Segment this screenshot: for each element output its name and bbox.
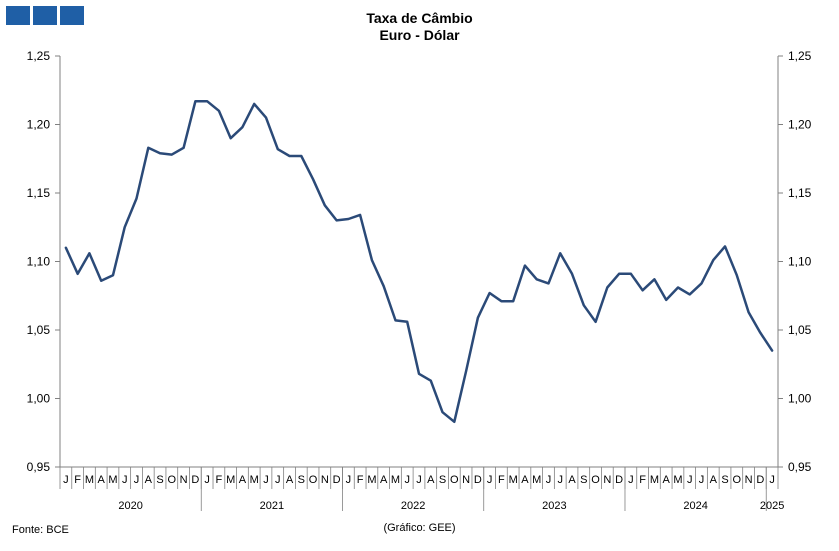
month-label: N — [603, 474, 611, 486]
y-tick-label-right: 1,10 — [788, 255, 812, 269]
month-label: J — [687, 474, 693, 486]
month-label: M — [673, 474, 682, 486]
month-label: A — [710, 474, 718, 486]
month-label: N — [462, 474, 470, 486]
month-label: A — [568, 474, 576, 486]
month-label: O — [168, 474, 177, 486]
month-label: J — [63, 474, 69, 486]
source-note: Fonte: BCE — [12, 524, 69, 536]
month-label: D — [615, 474, 623, 486]
y-tick-label-right: 1,20 — [788, 118, 812, 132]
month-label: S — [439, 474, 446, 486]
month-label: F — [357, 474, 364, 486]
month-label: N — [745, 474, 753, 486]
month-label: F — [639, 474, 646, 486]
month-label: S — [721, 474, 728, 486]
credit-note: (Gráfico: GEE) — [383, 522, 456, 534]
month-label: M — [250, 474, 259, 486]
month-label: A — [521, 474, 529, 486]
y-tick-label-right: 1,00 — [788, 392, 812, 406]
month-label: A — [145, 474, 153, 486]
month-label: O — [733, 474, 742, 486]
exchange-rate-line — [64, 99, 774, 424]
y-tick-label-left: 1,15 — [27, 186, 51, 200]
month-label: J — [699, 474, 705, 486]
logo-block — [6, 6, 30, 25]
month-label: F — [498, 474, 505, 486]
year-label: 2025 — [760, 500, 784, 512]
logo-block — [33, 6, 57, 25]
y-tick-label-right: 0,95 — [788, 460, 812, 474]
month-label: J — [546, 474, 552, 486]
month-label: J — [487, 474, 493, 486]
month-label: J — [416, 474, 422, 486]
y-tick-label-right: 1,05 — [788, 323, 812, 337]
month-label: J — [769, 474, 775, 486]
month-label: M — [108, 474, 117, 486]
month-label: F — [74, 474, 81, 486]
year-label: 2021 — [260, 500, 284, 512]
logo-block — [60, 6, 84, 25]
month-label: A — [286, 474, 294, 486]
month-label: M — [650, 474, 659, 486]
month-label: F — [216, 474, 223, 486]
month-label: D — [191, 474, 199, 486]
month-label: O — [450, 474, 459, 486]
month-label: O — [591, 474, 600, 486]
month-label: D — [474, 474, 482, 486]
logo — [6, 6, 84, 25]
y-tick-label-right: 1,25 — [788, 49, 812, 63]
month-label: J — [557, 474, 563, 486]
month-label: M — [509, 474, 518, 486]
year-label: 2024 — [683, 500, 707, 512]
month-label: N — [321, 474, 329, 486]
month-label: M — [391, 474, 400, 486]
month-label: M — [226, 474, 235, 486]
month-label: S — [298, 474, 305, 486]
chart-title: Taxa de Câmbio Euro - Dólar — [0, 10, 839, 44]
month-label: D — [333, 474, 341, 486]
month-label: S — [156, 474, 163, 486]
chart-title-line2: Euro - Dólar — [379, 27, 460, 43]
y-tick-label-left: 0,95 — [27, 460, 51, 474]
month-label: J — [204, 474, 210, 486]
month-label: A — [380, 474, 388, 486]
month-label: A — [239, 474, 247, 486]
month-label: J — [122, 474, 128, 486]
month-label: A — [663, 474, 671, 486]
month-label: A — [427, 474, 435, 486]
y-tick-label-left: 1,05 — [27, 323, 51, 337]
month-label: M — [367, 474, 376, 486]
y-tick-label-left: 1,00 — [27, 392, 51, 406]
year-label: 2020 — [118, 500, 142, 512]
month-label: A — [98, 474, 106, 486]
month-label: J — [404, 474, 410, 486]
y-tick-label-left: 1,10 — [27, 255, 51, 269]
month-label: J — [628, 474, 634, 486]
month-label: J — [275, 474, 281, 486]
year-label: 2022 — [401, 500, 425, 512]
y-tick-label-right: 1,15 — [788, 186, 812, 200]
month-label: J — [134, 474, 140, 486]
month-label: D — [756, 474, 764, 486]
month-label: S — [580, 474, 587, 486]
month-label: N — [180, 474, 188, 486]
month-label: J — [263, 474, 269, 486]
month-label: O — [309, 474, 318, 486]
chart-title-line1: Taxa de Câmbio — [366, 10, 473, 26]
month-label: J — [346, 474, 352, 486]
year-label: 2023 — [542, 500, 566, 512]
month-label: M — [532, 474, 541, 486]
month-label: M — [85, 474, 94, 486]
y-tick-label-left: 1,25 — [27, 49, 51, 63]
y-tick-label-left: 1,20 — [27, 118, 51, 132]
